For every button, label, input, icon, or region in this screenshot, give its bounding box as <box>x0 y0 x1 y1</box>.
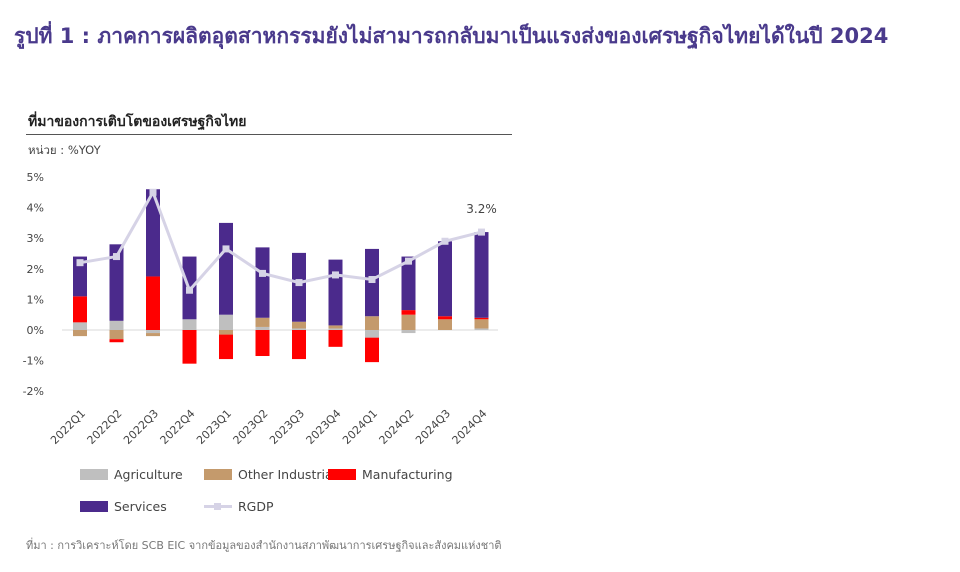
legend-label-other-industrial: Other Industrial <box>238 466 337 482</box>
rgdp-point-2023q3 <box>295 279 303 287</box>
bar-services-2024q3 <box>438 241 452 317</box>
y-tick-label: 1% <box>27 293 44 306</box>
rgdp-point-2023q1 <box>222 245 230 253</box>
y-tick-label: 5% <box>27 171 44 184</box>
legend-other-industrial: Other Industrial <box>204 465 336 483</box>
bar-manufacturing-2023q1 <box>219 334 233 360</box>
bar-services-2024q2 <box>401 256 416 311</box>
x-tick-label: 2024Q4 <box>450 407 490 447</box>
rgdp-point-2022q3 <box>149 188 157 196</box>
rgdp-point-2022q2 <box>113 253 120 261</box>
y-tick-label: -2% <box>23 385 44 398</box>
rgdp-point-2024q1 <box>368 276 376 284</box>
bar-agriculture-2022q4 <box>182 319 197 330</box>
bar-agriculture-2024q4 <box>474 328 489 330</box>
bar-other-industrial-2024q3 <box>438 319 452 330</box>
bar-manufacturing-2023q3 <box>292 330 306 360</box>
rgdp-point-2024q3 <box>441 237 449 245</box>
bar-other-industrial-2023q4 <box>328 325 343 329</box>
y-tick-label: 2% <box>27 263 44 276</box>
bar-manufacturing-2024q3 <box>438 316 452 320</box>
legend-swatch-rgdp <box>204 501 232 512</box>
legend-label-manufacturing: Manufacturing <box>362 466 453 482</box>
legend-swatch-services <box>80 500 108 512</box>
bar-other-industrial-2022q3 <box>146 333 160 337</box>
rgdp-point-2022q4 <box>186 286 193 294</box>
rgdp-point-2023q4 <box>332 271 339 279</box>
bar-services-2023q3 <box>292 252 306 322</box>
bar-services-2023q4 <box>328 259 343 326</box>
legend-label-agriculture: Agriculture <box>114 466 183 482</box>
rgdp-point-2024q4 <box>478 228 485 236</box>
bar-services-2023q1 <box>219 222 233 315</box>
legend-manufacturing: Manufacturing <box>328 465 453 483</box>
bar-manufacturing-2022q3 <box>146 276 160 330</box>
rgdp-point-2022q1 <box>76 259 84 267</box>
y-tick-label: 0% <box>27 324 44 337</box>
bar-other-industrial-2022q1 <box>73 330 87 337</box>
legend-swatch-manufacturing <box>328 468 356 480</box>
bar-services-2022q2 <box>109 244 124 321</box>
bar-services-2024q4 <box>474 232 489 318</box>
bar-agriculture-2022q2 <box>109 320 124 330</box>
x-tick-label: 2024Q1 <box>340 407 380 447</box>
x-tick-label: 2024Q3 <box>413 407 453 447</box>
bar-other-industrial-2022q2 <box>109 330 124 340</box>
bar-manufacturing-2022q1 <box>73 296 87 323</box>
bar-manufacturing-2024q4 <box>474 317 489 320</box>
chart-title: ที่มาของการเติบโตของเศรษฐกิจไทย <box>28 114 247 130</box>
data-label-annotation: 3.2% <box>466 202 497 216</box>
figure-title: รูปที่ 1 : ภาคการผลิตอุตสาหกรรมยังไม่สาม… <box>14 24 889 48</box>
y-tick-label: -1% <box>23 355 44 368</box>
bar-agriculture-2024q2 <box>401 330 416 334</box>
x-tick-label: 2023Q3 <box>267 407 307 447</box>
bar-agriculture-2022q3 <box>146 330 160 334</box>
x-tick-label: 2024Q2 <box>377 407 417 447</box>
legend-swatch-other-industrial <box>204 468 232 480</box>
legend-label-services: Services <box>114 498 167 514</box>
bar-services-2022q1 <box>73 256 87 297</box>
y-tick-label: 4% <box>27 202 44 215</box>
bar-agriculture-2023q2 <box>255 326 270 330</box>
bar-manufacturing-2024q2 <box>401 310 416 315</box>
legend-label-rgdp: RGDP <box>238 498 274 514</box>
title-divider <box>26 134 512 135</box>
x-tick-label: 2022Q4 <box>158 407 198 447</box>
bar-manufacturing-2024q1 <box>365 337 379 363</box>
x-tick-label: 2022Q2 <box>85 407 125 447</box>
bar-other-industrial-2024q1 <box>365 316 379 330</box>
bar-other-industrial-2023q1 <box>219 330 233 335</box>
legend-rgdp: RGDP <box>204 497 274 515</box>
bar-agriculture-2023q3 <box>292 328 306 330</box>
bar-manufacturing-2023q4 <box>328 330 343 347</box>
x-tick-label: 2022Q1 <box>48 407 88 447</box>
bar-other-industrial-2023q3 <box>292 321 306 329</box>
legend-agriculture: Agriculture <box>80 465 183 483</box>
bar-agriculture-2024q1 <box>365 330 379 338</box>
y-tick-label: 3% <box>27 232 44 245</box>
unit-label: หน่วย : %YOY <box>28 143 101 157</box>
bar-other-industrial-2024q2 <box>401 314 416 330</box>
x-tick-label: 2023Q2 <box>231 407 271 447</box>
bar-other-industrial-2023q2 <box>255 317 270 327</box>
bar-services-2023q2 <box>255 247 270 318</box>
bar-other-industrial-2024q4 <box>474 319 489 329</box>
legend-swatch-agriculture <box>80 468 108 480</box>
bar-services-2022q3 <box>146 189 160 277</box>
legend-services: Services <box>80 497 167 515</box>
x-tick-label: 2023Q1 <box>194 407 234 447</box>
x-tick-label: 2022Q3 <box>121 407 161 447</box>
bar-manufacturing-2022q4 <box>182 330 197 364</box>
rgdp-point-2023q2 <box>259 269 266 277</box>
bar-agriculture-2023q1 <box>219 314 233 330</box>
bar-agriculture-2022q1 <box>73 322 87 330</box>
rgdp-line <box>79 188 482 294</box>
rgdp-point-2024q2 <box>405 257 412 265</box>
x-tick-label: 2023Q4 <box>304 407 344 447</box>
bar-manufacturing-2023q2 <box>255 330 270 357</box>
source-note: ที่มา : การวิเคราะห์โดย SCB EIC จากข้อมู… <box>26 539 502 552</box>
bar-manufacturing-2022q2 <box>109 339 124 343</box>
bar-agriculture-2023q4 <box>328 328 343 330</box>
